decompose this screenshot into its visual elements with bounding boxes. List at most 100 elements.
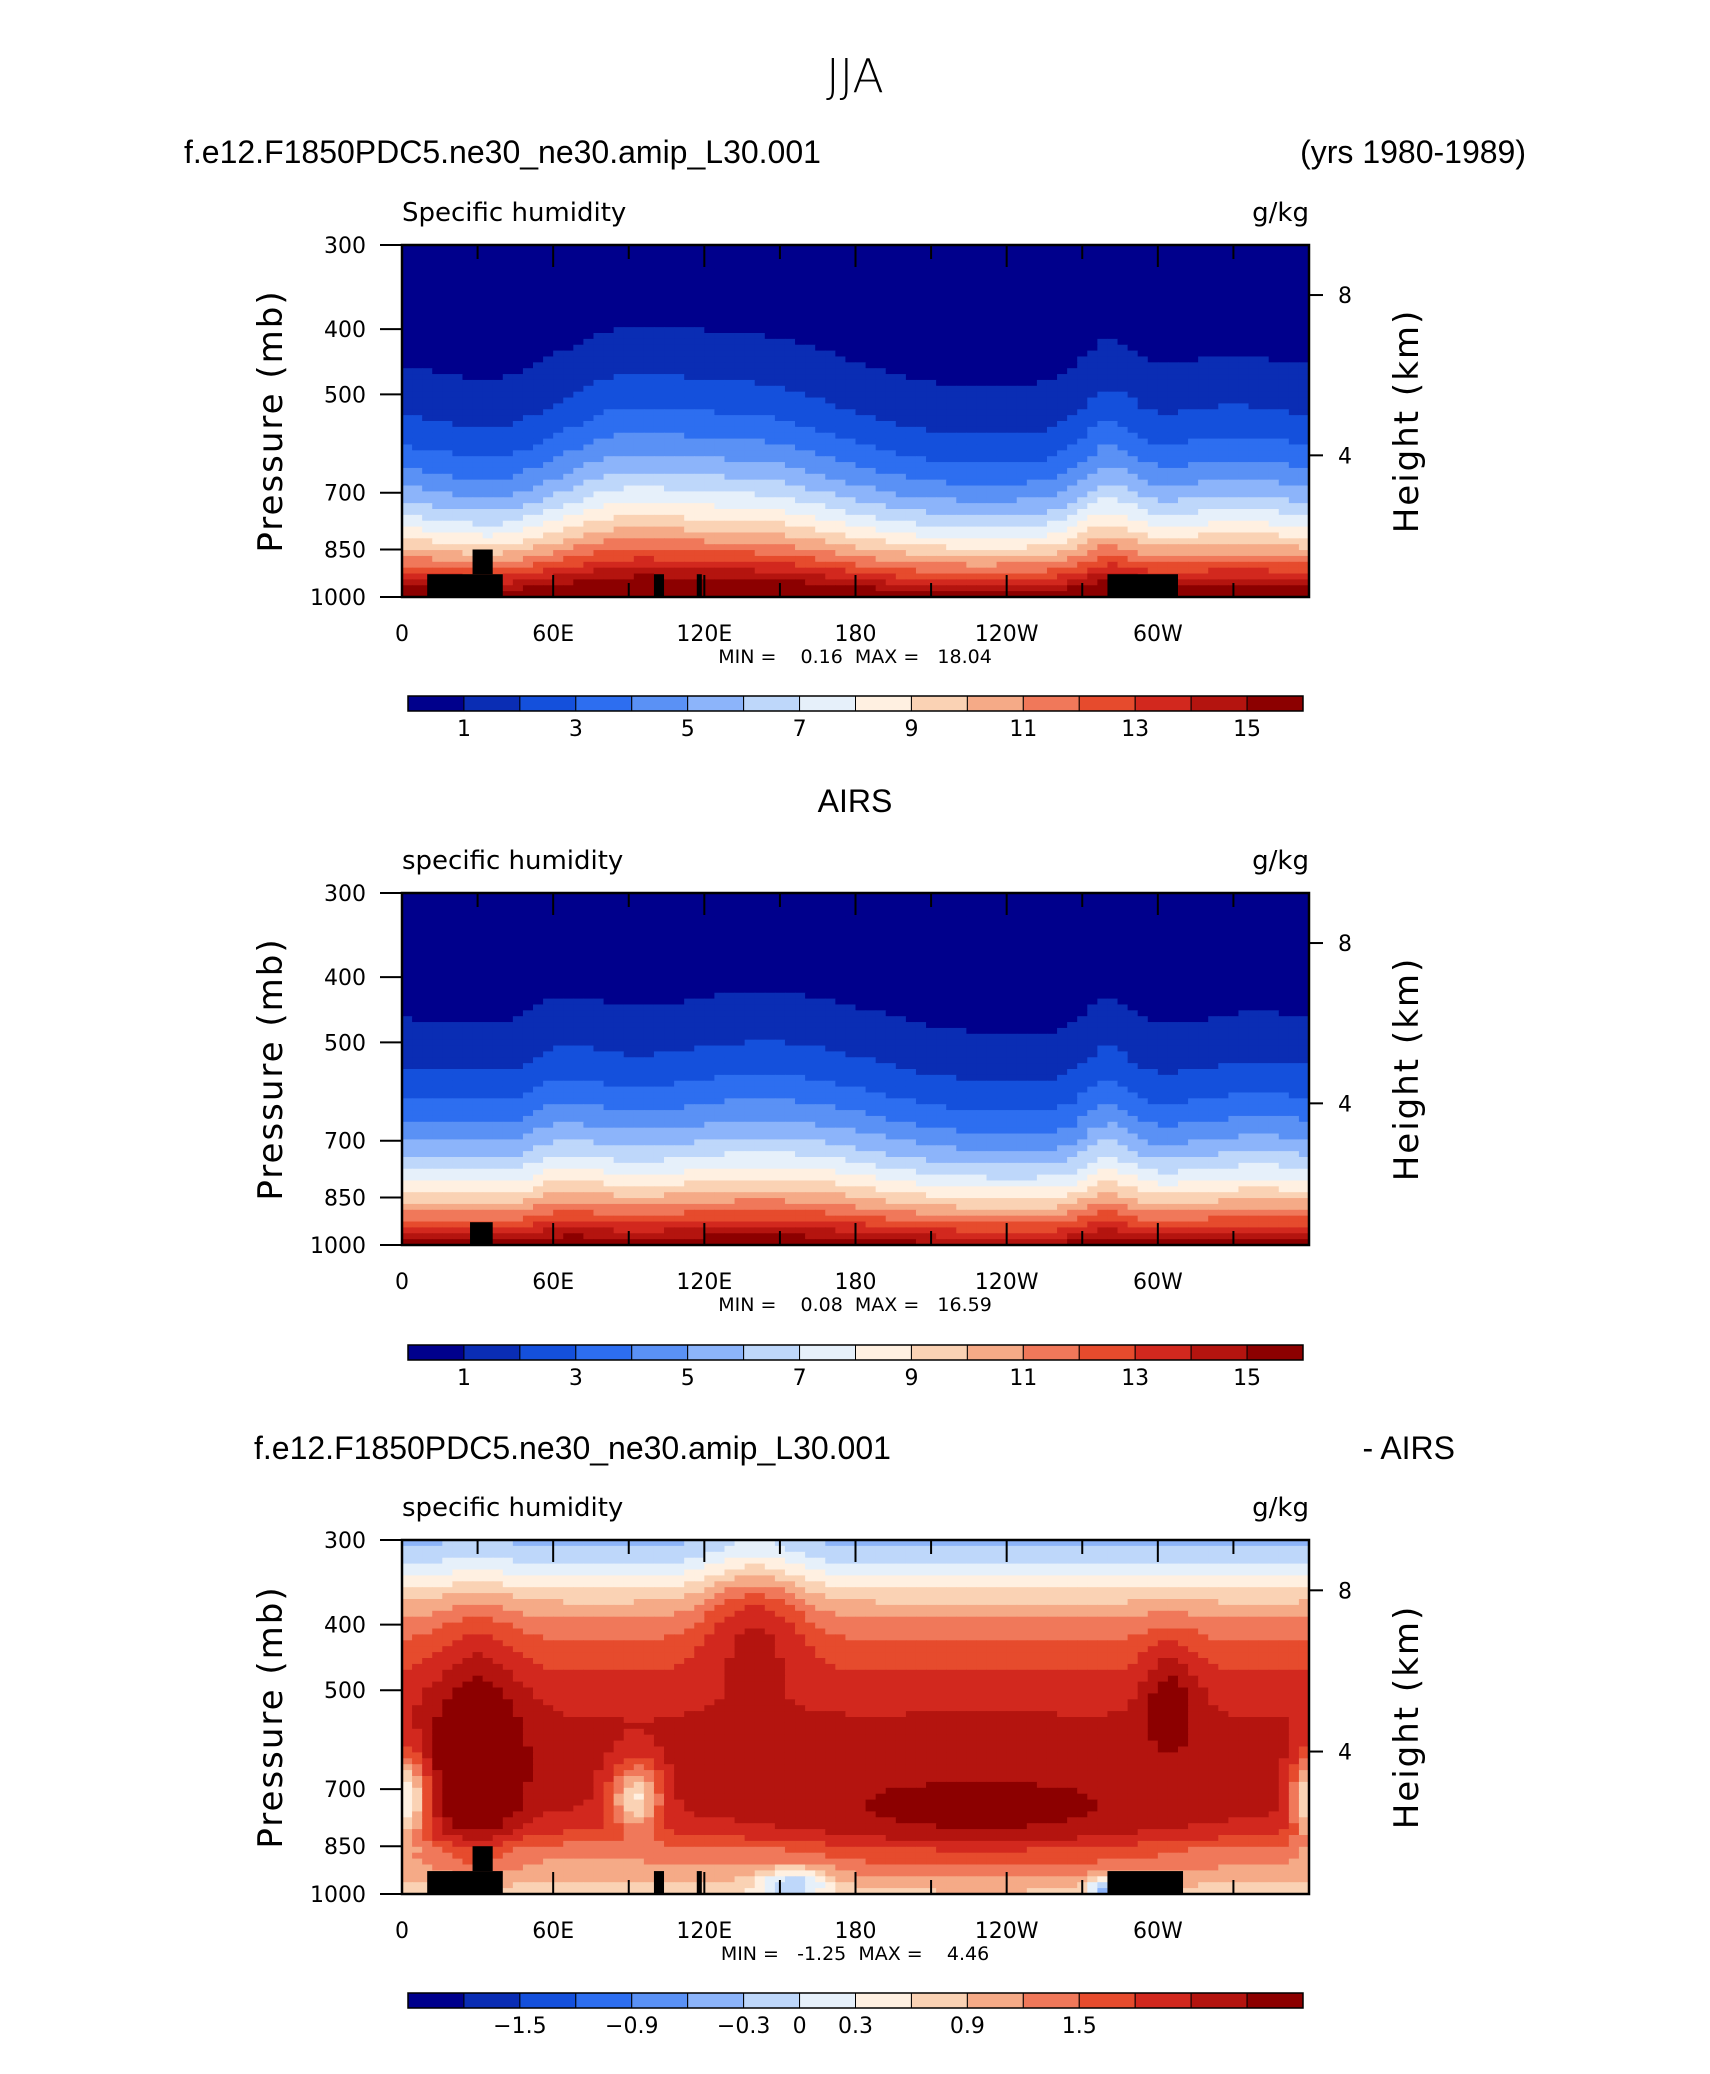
heatmap-cell — [1117, 379, 1129, 387]
heatmap-cell — [805, 315, 816, 322]
heatmap-cell — [885, 397, 897, 404]
heatmap-cell — [855, 250, 867, 258]
heatmap-cell — [825, 479, 836, 487]
heatmap-cell — [442, 350, 453, 358]
heatmap-cell — [643, 555, 655, 563]
heatmap-cell — [1117, 462, 1129, 469]
heatmap-cell — [623, 526, 635, 534]
heatmap-cell — [412, 421, 423, 428]
heatmap-cell — [573, 450, 584, 457]
heatmap-cell — [1157, 309, 1169, 316]
heatmap-cell — [563, 403, 574, 410]
heatmap-cell — [583, 327, 595, 334]
heatmap-cell — [754, 479, 766, 487]
heatmap-cell — [1127, 333, 1139, 340]
heatmap-cell — [593, 344, 605, 352]
heatmap-cell — [432, 415, 443, 422]
heatmap-cell — [825, 561, 836, 569]
heatmap-cell — [482, 526, 494, 534]
heatmap-cell — [543, 526, 554, 534]
heatmap-cell — [1208, 544, 1219, 551]
heatmap-cell — [1097, 497, 1109, 504]
heatmap-cell — [1036, 514, 1048, 522]
heatmap-cell — [754, 268, 766, 275]
heatmap-cell — [563, 555, 574, 563]
heatmap-cell — [835, 256, 847, 264]
heatmap-cell — [512, 462, 524, 469]
heatmap-cell — [694, 426, 705, 434]
heatmap-cell — [422, 403, 433, 410]
heatmap-cell — [875, 503, 887, 510]
heatmap-cell — [1117, 315, 1129, 322]
heatmap-cell — [1258, 321, 1270, 328]
heatmap-cell — [533, 514, 544, 522]
heatmap-cell — [492, 532, 504, 539]
heatmap-cell — [714, 467, 726, 475]
heatmap-cell — [1208, 327, 1219, 334]
heatmap-cell — [1077, 333, 1088, 340]
heatmap-cell — [825, 268, 836, 275]
heatmap-cell — [1077, 297, 1088, 305]
heatmap-cell — [946, 274, 957, 281]
heatmap-cell — [1268, 379, 1280, 387]
heatmap-cell — [553, 520, 564, 528]
heatmap-cell — [875, 520, 887, 528]
heatmap-cell — [1097, 356, 1109, 363]
heatmap-cell — [674, 520, 685, 528]
heatmap-cell — [623, 321, 635, 328]
heatmap-cell — [633, 409, 645, 416]
heatmap-cell — [835, 391, 847, 399]
heatmap-cell — [462, 245, 474, 252]
heatmap-cell — [845, 245, 857, 252]
heatmap-cell — [522, 350, 534, 358]
heatmap-cell — [774, 415, 786, 422]
heatmap-cell — [482, 532, 494, 539]
heatmap-cell — [402, 426, 413, 434]
heatmap-cell — [976, 544, 988, 551]
heatmap-cell — [744, 456, 756, 463]
heatmap-cell — [633, 315, 645, 322]
heatmap-cell — [472, 397, 484, 404]
heatmap-cell — [462, 303, 474, 311]
heatmap-cell — [1046, 526, 1058, 534]
heatmap-cell — [533, 350, 544, 358]
heatmap-cell — [1228, 321, 1240, 328]
heatmap-cell — [512, 250, 524, 258]
heatmap-cell — [1248, 544, 1260, 551]
heatmap-cell — [936, 491, 947, 498]
heatmap-cell — [744, 262, 756, 270]
heatmap-cell — [593, 473, 605, 481]
heatmap-cell — [835, 438, 847, 446]
heatmap-cell — [472, 391, 484, 399]
heatmap-cell — [815, 262, 826, 270]
heatmap-cell — [1147, 379, 1159, 387]
heatmap-cell — [805, 321, 816, 328]
heatmap-cell — [1026, 409, 1038, 416]
heatmap-cell — [905, 268, 917, 275]
heatmap-cell — [926, 415, 937, 422]
heatmap-cell — [714, 479, 726, 487]
heatmap-cell — [1087, 338, 1098, 346]
heatmap-cell — [1077, 432, 1088, 440]
heatmap-cell — [1077, 391, 1088, 399]
heatmap-cell — [533, 333, 544, 340]
heatmap-cell — [915, 350, 927, 358]
heatmap-cell — [1026, 514, 1038, 522]
heatmap-cell — [1258, 479, 1270, 487]
heatmap-cell — [1177, 561, 1189, 569]
heatmap-cell — [603, 491, 615, 498]
heatmap-cell — [1238, 444, 1250, 451]
heatmap-cell — [805, 397, 816, 404]
heatmap-cell — [1006, 526, 1018, 534]
heatmap-cell — [1238, 268, 1250, 275]
heatmap-cell — [1067, 385, 1078, 393]
heatmap-cell — [1218, 385, 1229, 393]
heatmap-cell — [1278, 456, 1290, 463]
heatmap-cell — [976, 350, 988, 358]
heatmap-cell — [432, 274, 443, 281]
heatmap-cell — [593, 426, 605, 434]
heatmap-cell — [1177, 532, 1189, 539]
heatmap-cell — [1087, 374, 1098, 381]
heatmap-cell — [996, 280, 1008, 287]
heatmap-cell — [774, 561, 786, 569]
